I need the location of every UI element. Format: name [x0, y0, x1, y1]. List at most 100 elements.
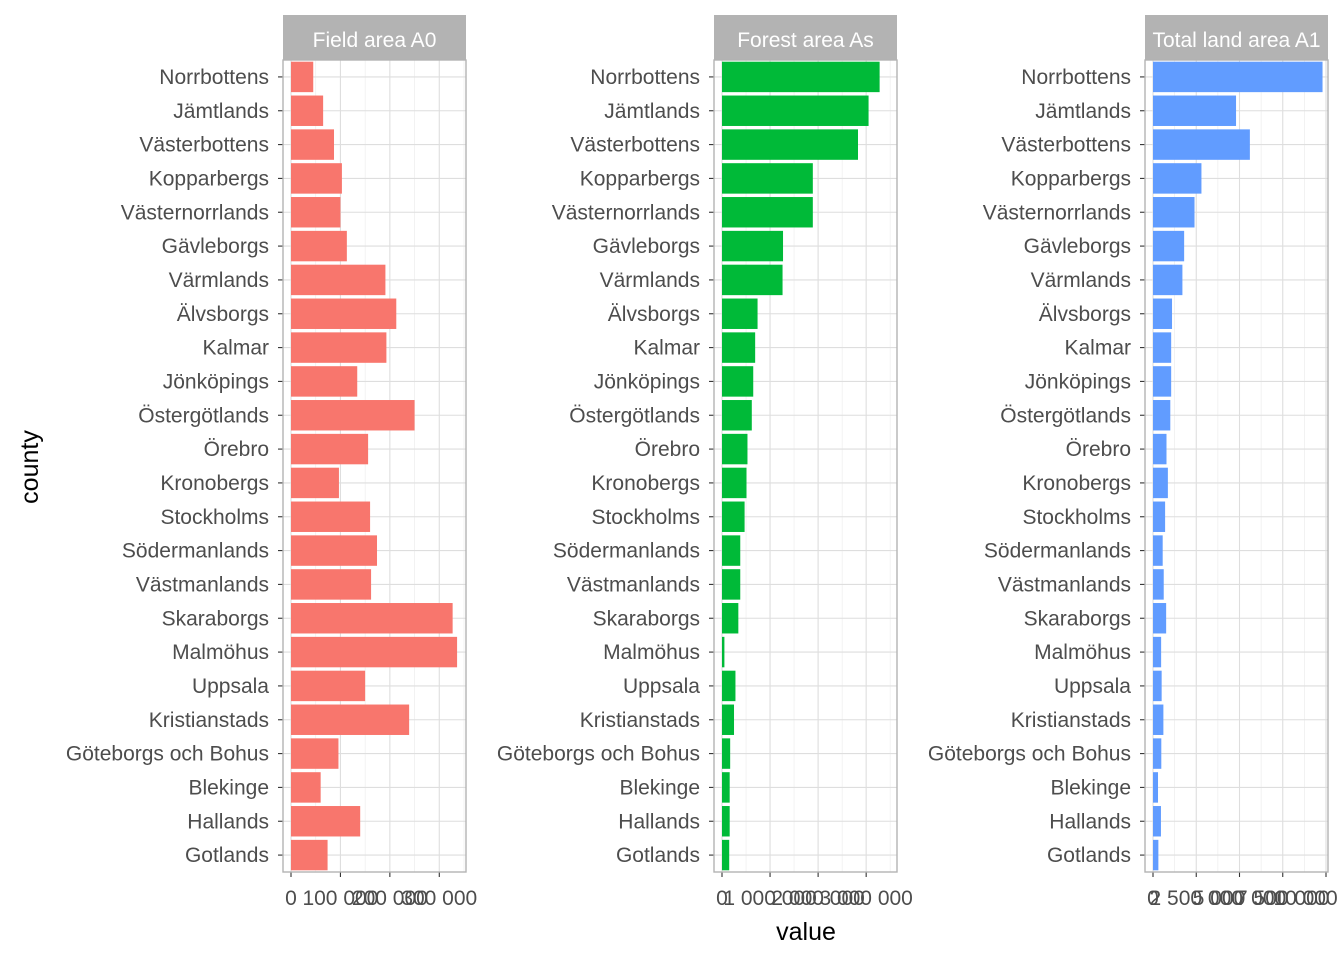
bar	[291, 806, 361, 837]
bar	[1153, 772, 1159, 803]
y-tick-label: Hallands	[618, 810, 700, 833]
bar	[722, 806, 730, 837]
bar	[722, 535, 741, 566]
x-tick-label: 0	[285, 887, 297, 910]
bar	[722, 670, 736, 702]
bar	[722, 332, 756, 363]
bar	[1153, 806, 1161, 837]
bar	[1153, 467, 1168, 499]
y-tick-label: Västernorrlands	[121, 201, 269, 224]
y-tick-label: Jönköpings	[594, 370, 700, 393]
y-tick-label: Västerbottens	[1001, 134, 1131, 157]
y-tick-label: Uppsala	[623, 675, 700, 698]
y-tick-label: Gävleborgs	[593, 235, 700, 258]
y-tick-label: Gotlands	[185, 844, 269, 867]
y-tick-label: Västmanlands	[567, 573, 700, 596]
x-tick-label: 300 000	[401, 887, 477, 910]
bar	[722, 704, 735, 735]
bar	[291, 670, 366, 702]
bar	[291, 298, 397, 329]
facet-strip-label: Forest area As	[737, 29, 874, 52]
y-tick-label: Kristianstads	[580, 709, 700, 732]
x-tick-label: 7 500 000	[1236, 887, 1329, 910]
bar	[291, 61, 314, 93]
bar	[722, 501, 745, 532]
bar	[722, 400, 752, 431]
y-tick-label: Kronobergs	[591, 472, 700, 495]
bar	[722, 163, 813, 194]
facet-strip-label: Field area A0	[313, 29, 437, 52]
y-tick-label: Kalmar	[1064, 337, 1131, 360]
x-tick-label: 0	[1147, 887, 1159, 910]
y-tick-label: Älvsborgs	[177, 303, 269, 326]
y-tick-label: Blekinge	[1050, 776, 1131, 799]
bar	[291, 704, 410, 735]
y-tick-label: Norrbottens	[590, 66, 700, 89]
y-tick-label: Kristianstads	[1011, 709, 1131, 732]
bar	[1153, 129, 1250, 160]
y-tick-label: Kalmar	[202, 337, 269, 360]
bar	[291, 163, 342, 194]
bar	[291, 738, 339, 769]
bar	[722, 366, 754, 397]
bar	[291, 636, 458, 668]
bar	[1153, 366, 1172, 397]
bar	[722, 61, 880, 93]
bar	[722, 603, 739, 634]
bar	[291, 603, 453, 634]
bar	[1153, 400, 1171, 431]
y-tick-label: Blekinge	[619, 776, 700, 799]
bar	[722, 839, 730, 871]
x-tick-label: 2 500 000	[1150, 887, 1243, 910]
y-tick-label: Göteborgs och Bohus	[928, 743, 1131, 766]
bar	[722, 95, 869, 126]
y-tick-label: Västerbottens	[570, 134, 700, 157]
y-tick-label: Kopparbergs	[149, 167, 269, 190]
y-tick-label: Västernorrlands	[983, 201, 1131, 224]
x-tick-label: 2 000 000	[771, 887, 864, 910]
bar	[1153, 738, 1162, 769]
y-tick-label: Kronobergs	[160, 472, 269, 495]
y-tick-label: Stockholms	[1022, 506, 1131, 529]
bar	[1153, 61, 1323, 93]
y-tick-label: Skaraborgs	[1024, 607, 1131, 630]
y-tick-label: Östergötlands	[138, 404, 269, 427]
y-tick-label: Västerbottens	[139, 134, 269, 157]
y-tick-label: Västmanlands	[136, 573, 269, 596]
facet-strip	[1145, 15, 1328, 60]
y-tick-label: Örebro	[204, 438, 269, 461]
bar	[291, 839, 328, 871]
y-tick-label: Malmöhus	[1034, 641, 1131, 664]
bar	[291, 535, 378, 566]
x-tick-label: 100 000	[302, 887, 378, 910]
bar	[722, 569, 741, 600]
facet-strip	[714, 15, 897, 60]
y-tick-label: Värmlands	[169, 269, 269, 292]
y-tick-label: Uppsala	[1054, 675, 1131, 698]
y-tick-label: Kronobergs	[1022, 472, 1131, 495]
bar	[291, 332, 387, 363]
bar	[1153, 95, 1237, 126]
bar	[1153, 535, 1163, 566]
bar	[722, 197, 813, 228]
bar	[291, 400, 415, 431]
y-tick-label: Östergötlands	[1000, 404, 1131, 427]
x-tick-label: 10 000 000	[1273, 887, 1344, 910]
bar	[291, 772, 321, 803]
y-tick-label: Jönköpings	[1025, 370, 1131, 393]
x-tick-label: 5 000 000	[1193, 887, 1286, 910]
y-tick-label: Östergötlands	[569, 404, 700, 427]
bar	[1153, 670, 1162, 702]
y-tick-label: Värmlands	[1031, 269, 1131, 292]
bar	[291, 501, 371, 532]
y-tick-label: Göteborgs och Bohus	[66, 743, 269, 766]
x-tick-label: 1 000 000	[723, 887, 816, 910]
x-tick-label: 3 000 000	[819, 887, 912, 910]
panel-border	[1144, 59, 1329, 873]
y-tick-label: Jönköpings	[163, 370, 269, 393]
y-tick-label: Stockholms	[591, 506, 700, 529]
y-tick-label: Hallands	[1049, 810, 1131, 833]
y-tick-label: Jämtlands	[173, 100, 269, 123]
